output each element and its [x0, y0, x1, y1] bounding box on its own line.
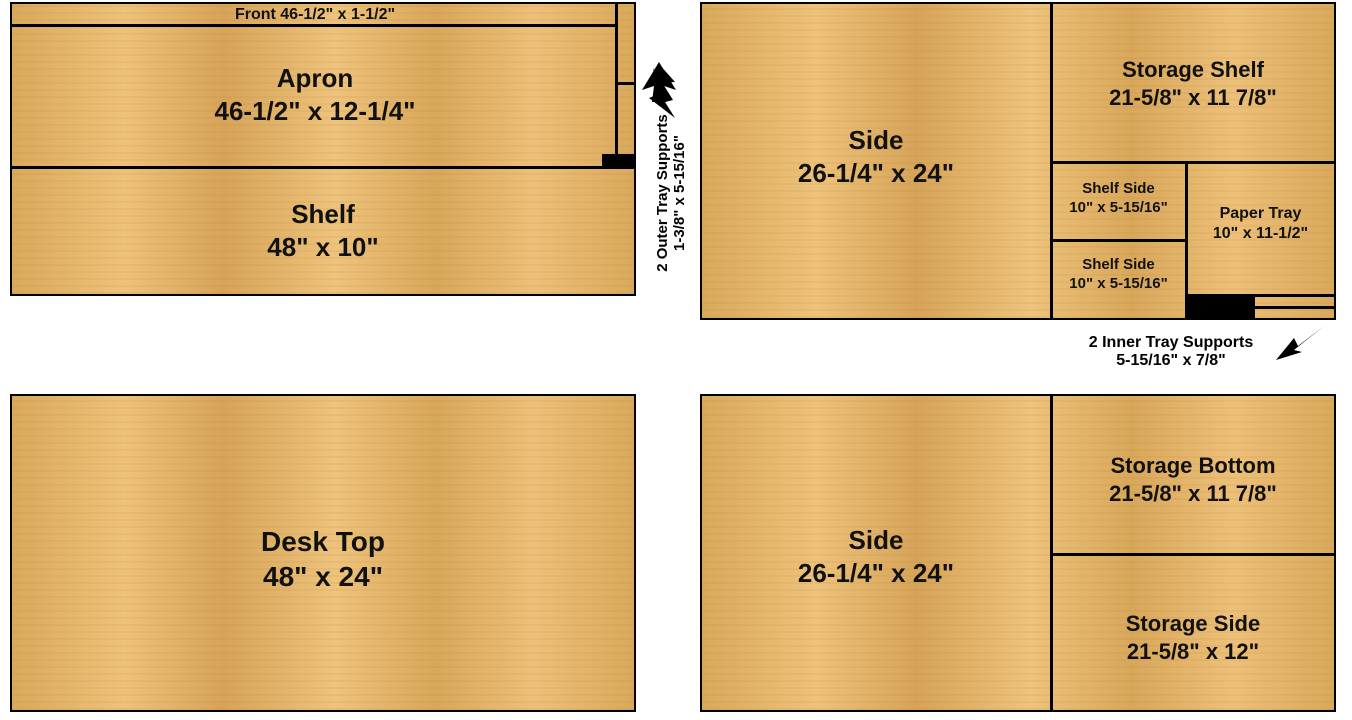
cut-shelfside-mid — [1052, 239, 1185, 242]
panel-top-right: Side 26-1/4" x 24" Storage Shelf 21-5/8"… — [700, 2, 1336, 320]
label-shelf-side-2: Shelf Side 10" x 5-15/16" — [1052, 256, 1185, 294]
desktop-dim: 48" x 24" — [12, 559, 634, 594]
apron-dim: 46-1/2" x 12-1/4" — [12, 95, 618, 128]
storage-side-dim: 21-5/8" x 12" — [1052, 638, 1334, 666]
storage-shelf-dim: 21-5/8" x 11 7/8" — [1052, 84, 1334, 112]
label-desk-top: Desk Top 48" x 24" — [12, 524, 634, 594]
outer-supports-dim: 1-3/8" x 5-15/16" — [671, 135, 688, 251]
side-name-tr: Side — [702, 124, 1050, 157]
panel-top-left: Front 46-1/2" x 1-1/2" Apron 46-1/2" x 1… — [10, 2, 636, 296]
label-shelf: Shelf 48" x 10" — [12, 198, 634, 263]
label-front: Front 46-1/2" x 1-1/2" — [12, 5, 618, 25]
cut-tr-storage-shelf-bottom — [1052, 161, 1334, 164]
arrowhead-outer-tray — [642, 62, 676, 102]
label-side-br: Side 26-1/4" x 24" — [702, 524, 1050, 589]
cut-right-strip — [615, 4, 618, 166]
storage-shelf-name: Storage Shelf — [1052, 56, 1334, 84]
shelf-name: Shelf — [12, 198, 634, 231]
inner-supports-name: 2 Inner Tray Supports — [1089, 334, 1253, 351]
side-dim-tr: 26-1/4" x 24" — [702, 157, 1050, 190]
storage-bottom-name: Storage Bottom — [1052, 452, 1334, 480]
front-name: Front — [235, 6, 276, 23]
shelf-side-2-dim: 10" x 5-15/16" — [1052, 275, 1185, 294]
outer-supports-name: 2 Outer Tray Supports — [654, 114, 671, 272]
waste-top-left — [602, 154, 635, 168]
side-name-br: Side — [702, 524, 1050, 557]
label-storage-bottom: Storage Bottom 21-5/8" x 11 7/8" — [1052, 452, 1334, 507]
front-dim: 46-1/2" x 1-1/2" — [280, 6, 395, 23]
storage-bottom-dim: 21-5/8" x 11 7/8" — [1052, 480, 1334, 508]
paper-tray-dim: 10" x 11-1/2" — [1187, 224, 1334, 244]
cut-inner-support-divider — [1255, 306, 1335, 309]
shelf-side-2-name: Shelf Side — [1052, 256, 1185, 275]
label-storage-side: Storage Side 21-5/8" x 12" — [1052, 610, 1334, 665]
arrow-inner-tray-supports — [1276, 326, 1324, 360]
label-paper-tray: Paper Tray 10" x 11-1/2" — [1187, 204, 1334, 244]
callout-inner-tray-supports: 2 Inner Tray Supports 5-15/16" x 7/8" — [1066, 334, 1276, 370]
label-storage-shelf: Storage Shelf 21-5/8" x 11 7/8" — [1052, 56, 1334, 111]
cut-br-right-mid — [1052, 553, 1334, 556]
shelf-side-1-name: Shelf Side — [1052, 180, 1185, 199]
cut-apron-bottom — [12, 166, 634, 169]
side-dim-br: 26-1/4" x 24" — [702, 557, 1050, 590]
apron-name: Apron — [12, 62, 618, 95]
label-apron: Apron 46-1/2" x 12-1/4" — [12, 62, 618, 127]
cut-support-divider — [617, 82, 635, 85]
shelf-dim: 48" x 10" — [12, 231, 634, 264]
label-shelf-side-1: Shelf Side 10" x 5-15/16" — [1052, 180, 1185, 218]
paper-tray-name: Paper Tray — [1187, 204, 1334, 224]
storage-side-name: Storage Side — [1052, 610, 1334, 638]
panel-bottom-left: Desk Top 48" x 24" — [10, 394, 636, 712]
waste-top-right — [1187, 296, 1255, 318]
desktop-name: Desk Top — [12, 524, 634, 559]
inner-supports-dim: 5-15/16" x 7/8" — [1116, 352, 1225, 369]
label-side-tr: Side 26-1/4" x 24" — [702, 124, 1050, 189]
shelf-side-1-dim: 10" x 5-15/16" — [1052, 199, 1185, 218]
panel-bottom-right: Side 26-1/4" x 24" Storage Bottom 21-5/8… — [700, 394, 1336, 712]
